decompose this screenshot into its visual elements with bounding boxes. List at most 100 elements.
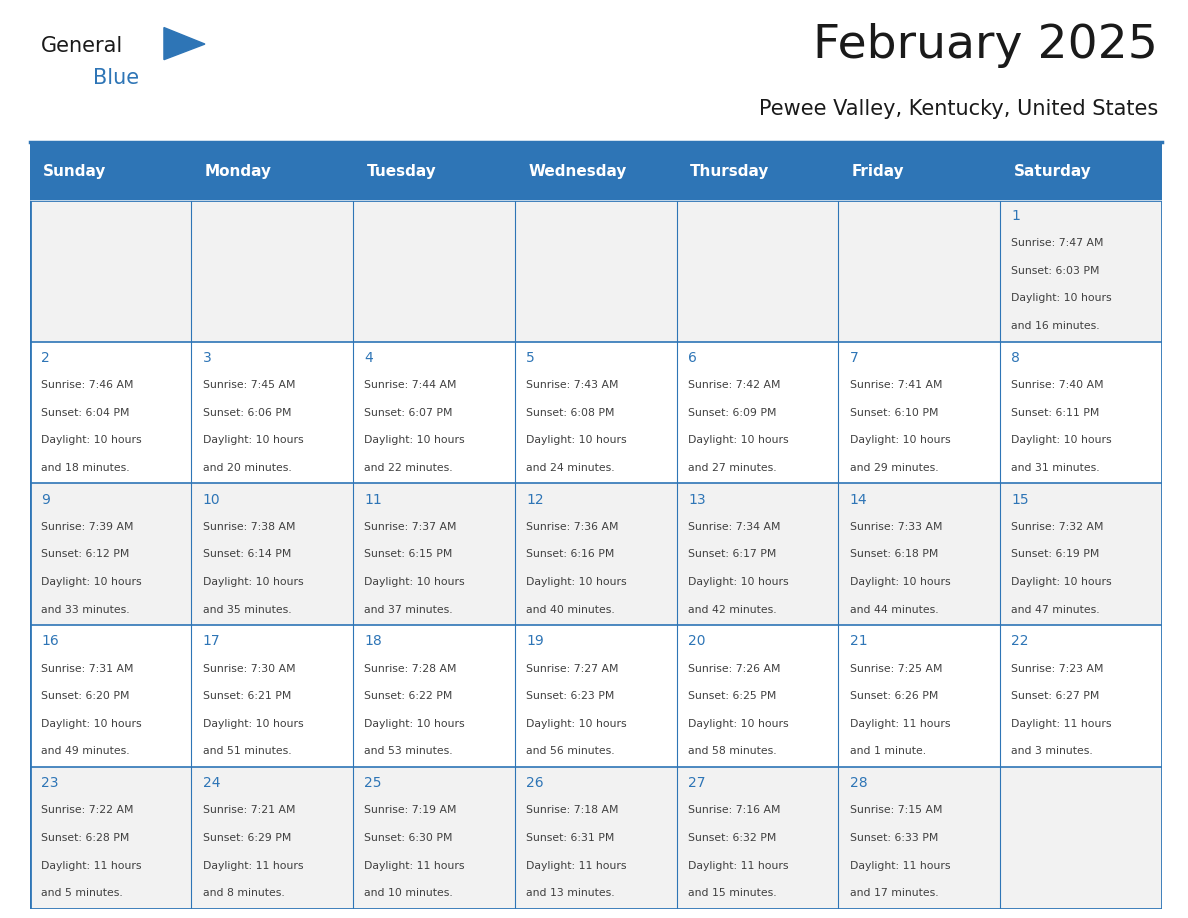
Text: Sunset: 6:20 PM: Sunset: 6:20 PM [42,691,129,701]
Text: and 27 minutes.: and 27 minutes. [688,463,777,473]
Text: Sunrise: 7:26 AM: Sunrise: 7:26 AM [688,664,781,674]
Text: and 37 minutes.: and 37 minutes. [365,605,453,615]
Text: and 51 minutes.: and 51 minutes. [203,746,291,756]
Text: 3: 3 [203,351,211,364]
Text: Saturday: Saturday [1013,163,1092,178]
Text: Sunset: 6:15 PM: Sunset: 6:15 PM [365,549,453,559]
Text: and 16 minutes.: and 16 minutes. [1011,321,1100,331]
Text: and 42 minutes.: and 42 minutes. [688,605,777,615]
Text: Sunrise: 7:40 AM: Sunrise: 7:40 AM [1011,380,1104,390]
Text: Sunset: 6:11 PM: Sunset: 6:11 PM [1011,408,1100,418]
Text: Daylight: 10 hours: Daylight: 10 hours [849,435,950,445]
Text: Sunrise: 7:16 AM: Sunrise: 7:16 AM [688,805,781,815]
Bar [30,200,1162,341]
Text: 22: 22 [1011,634,1029,648]
Polygon shape [164,28,204,60]
Text: Daylight: 10 hours: Daylight: 10 hours [42,577,141,587]
Text: 26: 26 [526,777,544,790]
Text: Sunrise: 7:23 AM: Sunrise: 7:23 AM [1011,664,1104,674]
Text: Sunset: 6:08 PM: Sunset: 6:08 PM [526,408,614,418]
Text: Sunrise: 7:42 AM: Sunrise: 7:42 AM [688,380,781,390]
Text: Sunset: 6:03 PM: Sunset: 6:03 PM [1011,265,1100,275]
Text: and 13 minutes.: and 13 minutes. [526,889,615,899]
Text: Sunset: 6:19 PM: Sunset: 6:19 PM [1011,549,1100,559]
Text: and 5 minutes.: and 5 minutes. [42,889,122,899]
Text: 13: 13 [688,493,706,507]
Text: 4: 4 [365,351,373,364]
Text: Sunrise: 7:21 AM: Sunrise: 7:21 AM [203,805,296,815]
Text: Daylight: 10 hours: Daylight: 10 hours [688,719,789,729]
Text: February 2025: February 2025 [814,23,1158,68]
Bar [514,142,677,200]
Text: Sunrise: 7:44 AM: Sunrise: 7:44 AM [365,380,457,390]
Text: 14: 14 [849,493,867,507]
Text: 11: 11 [365,493,383,507]
Text: 8: 8 [1011,351,1020,364]
Text: 2: 2 [42,351,50,364]
Text: Daylight: 11 hours: Daylight: 11 hours [526,861,627,870]
Text: Daylight: 10 hours: Daylight: 10 hours [42,435,141,445]
Text: Daylight: 11 hours: Daylight: 11 hours [42,861,141,870]
Bar [30,142,191,200]
Text: Sunset: 6:06 PM: Sunset: 6:06 PM [203,408,291,418]
Text: and 3 minutes.: and 3 minutes. [1011,746,1093,756]
Text: Sunset: 6:30 PM: Sunset: 6:30 PM [365,833,453,843]
Text: 12: 12 [526,493,544,507]
Text: 25: 25 [365,777,383,790]
Text: Sunrise: 7:25 AM: Sunrise: 7:25 AM [849,664,942,674]
Text: Sunrise: 7:45 AM: Sunrise: 7:45 AM [203,380,296,390]
Text: Sunset: 6:31 PM: Sunset: 6:31 PM [526,833,614,843]
Text: Sunrise: 7:36 AM: Sunrise: 7:36 AM [526,521,619,532]
Text: and 44 minutes.: and 44 minutes. [849,605,939,615]
Text: Daylight: 11 hours: Daylight: 11 hours [849,861,950,870]
Text: Tuesday: Tuesday [367,163,436,178]
Text: 9: 9 [42,493,50,507]
Text: Sunset: 6:25 PM: Sunset: 6:25 PM [688,691,776,701]
Text: Daylight: 11 hours: Daylight: 11 hours [203,861,303,870]
Text: and 53 minutes.: and 53 minutes. [365,746,453,756]
Bar [839,142,1000,200]
Text: Sunset: 6:27 PM: Sunset: 6:27 PM [1011,691,1100,701]
Text: Sunrise: 7:46 AM: Sunrise: 7:46 AM [42,380,133,390]
Text: and 20 minutes.: and 20 minutes. [203,463,291,473]
Text: 28: 28 [849,777,867,790]
Text: Sunset: 6:09 PM: Sunset: 6:09 PM [688,408,777,418]
Text: Daylight: 10 hours: Daylight: 10 hours [1011,294,1112,304]
Text: and 17 minutes.: and 17 minutes. [849,889,939,899]
Text: and 10 minutes.: and 10 minutes. [365,889,454,899]
Text: Sunset: 6:10 PM: Sunset: 6:10 PM [849,408,939,418]
Text: Daylight: 10 hours: Daylight: 10 hours [1011,435,1112,445]
Text: Daylight: 11 hours: Daylight: 11 hours [1011,719,1112,729]
Text: Friday: Friday [852,163,904,178]
Text: 21: 21 [849,634,867,648]
Text: Sunset: 6:12 PM: Sunset: 6:12 PM [42,549,129,559]
Text: and 40 minutes.: and 40 minutes. [526,605,615,615]
Text: 20: 20 [688,634,706,648]
Text: and 22 minutes.: and 22 minutes. [365,463,453,473]
Text: Sunrise: 7:15 AM: Sunrise: 7:15 AM [849,805,942,815]
Text: and 35 minutes.: and 35 minutes. [203,605,291,615]
Text: Daylight: 10 hours: Daylight: 10 hours [526,435,627,445]
Text: 1: 1 [1011,209,1020,223]
Text: 27: 27 [688,777,706,790]
Text: and 47 minutes.: and 47 minutes. [1011,605,1100,615]
Text: Sunset: 6:32 PM: Sunset: 6:32 PM [688,833,776,843]
Text: Sunrise: 7:22 AM: Sunrise: 7:22 AM [42,805,133,815]
Text: Sunrise: 7:41 AM: Sunrise: 7:41 AM [849,380,942,390]
Text: Sunday: Sunday [43,163,107,178]
Text: 16: 16 [42,634,58,648]
Text: Daylight: 11 hours: Daylight: 11 hours [365,861,465,870]
Bar [30,625,1162,767]
Text: and 58 minutes.: and 58 minutes. [688,746,777,756]
Text: Daylight: 10 hours: Daylight: 10 hours [526,577,627,587]
Text: 15: 15 [1011,493,1029,507]
Text: Sunset: 6:29 PM: Sunset: 6:29 PM [203,833,291,843]
Text: Thursday: Thursday [690,163,770,178]
Text: 23: 23 [42,777,58,790]
Text: Blue: Blue [93,68,139,88]
Text: and 49 minutes.: and 49 minutes. [42,746,129,756]
Text: Sunset: 6:04 PM: Sunset: 6:04 PM [42,408,129,418]
Text: Sunset: 6:07 PM: Sunset: 6:07 PM [365,408,453,418]
Text: Sunrise: 7:30 AM: Sunrise: 7:30 AM [203,664,296,674]
Text: Sunset: 6:33 PM: Sunset: 6:33 PM [849,833,939,843]
